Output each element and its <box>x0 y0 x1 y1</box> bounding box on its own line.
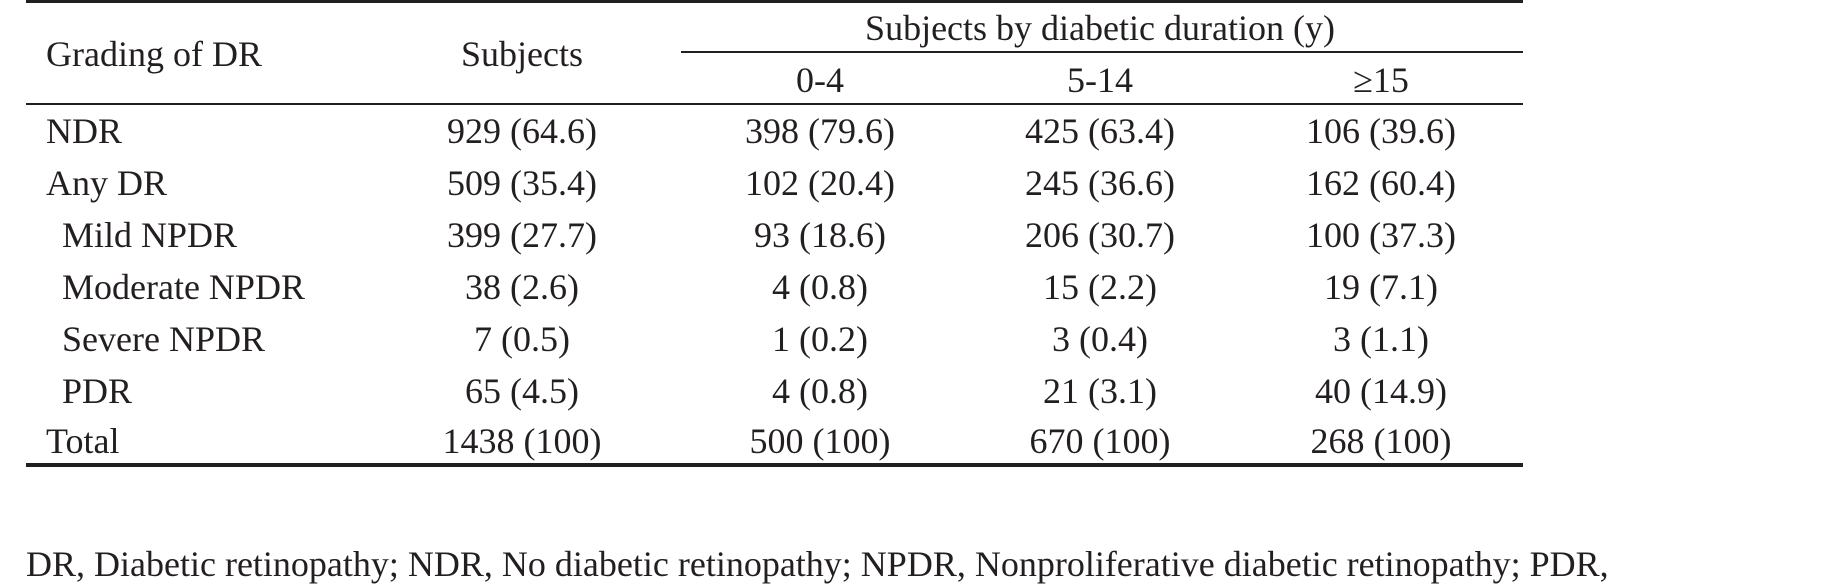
cell-duration-15-plus: 162 (60.4) <box>1306 163 1456 203</box>
row-label: Moderate NPDR <box>62 267 305 307</box>
table-footnote: DR, Diabetic retinopathy; NDR, No diabet… <box>26 544 1609 584</box>
cell-duration-15-plus: 268 (100) <box>1310 421 1452 461</box>
header-duration-5-14: 5-14 <box>1067 60 1133 100</box>
row-label: PDR <box>62 371 133 411</box>
cell-duration-5-14: 21 (3.1) <box>1043 371 1157 411</box>
cell-subjects: 1438 (100) <box>442 421 602 461</box>
cell-duration-15-plus: 3 (1.1) <box>1333 319 1429 359</box>
cell-duration-0-4: 1 (0.2) <box>772 319 868 359</box>
cell-duration-15-plus: 19 (7.1) <box>1324 267 1438 307</box>
cell-duration-0-4: 4 (0.8) <box>772 267 868 307</box>
table-top-rule <box>26 0 1523 3</box>
header-duration-group: Subjects by diabetic duration (y) <box>865 8 1335 48</box>
header-duration-15-plus: ≥15 <box>1353 60 1409 100</box>
row-label: Total <box>46 421 120 461</box>
cell-subjects: 929 (64.6) <box>447 111 597 151</box>
row-label: NDR <box>46 111 123 151</box>
header-bottom-rule <box>26 103 1523 105</box>
header-duration-0-4: 0-4 <box>796 60 844 100</box>
cell-duration-0-4: 4 (0.8) <box>772 371 868 411</box>
table-bottom-rule <box>26 463 1523 467</box>
header-subjects: Subjects <box>461 34 583 74</box>
cell-duration-5-14: 670 (100) <box>1029 421 1171 461</box>
cell-duration-5-14: 15 (2.2) <box>1043 267 1157 307</box>
header-grading-of-dr: Grading of DR <box>46 34 262 74</box>
cell-duration-15-plus: 40 (14.9) <box>1315 371 1447 411</box>
cell-duration-0-4: 102 (20.4) <box>745 163 895 203</box>
row-label: Any DR <box>46 163 168 203</box>
cell-subjects: 7 (0.5) <box>474 319 570 359</box>
cell-duration-0-4: 398 (79.6) <box>745 111 895 151</box>
duration-group-rule <box>681 51 1523 53</box>
cell-subjects: 65 (4.5) <box>465 371 579 411</box>
cell-duration-0-4: 500 (100) <box>749 421 891 461</box>
cell-duration-5-14: 425 (63.4) <box>1025 111 1175 151</box>
cell-duration-5-14: 3 (0.4) <box>1052 319 1148 359</box>
row-label: Mild NPDR <box>62 215 238 255</box>
cell-duration-15-plus: 100 (37.3) <box>1306 215 1456 255</box>
cell-duration-0-4: 93 (18.6) <box>754 215 886 255</box>
cell-duration-5-14: 206 (30.7) <box>1025 215 1175 255</box>
row-label: Severe NPDR <box>62 319 265 359</box>
cell-subjects: 399 (27.7) <box>447 215 597 255</box>
cell-duration-5-14: 245 (36.6) <box>1025 163 1175 203</box>
cell-subjects: 509 (35.4) <box>447 163 597 203</box>
cell-duration-15-plus: 106 (39.6) <box>1306 111 1456 151</box>
cell-subjects: 38 (2.6) <box>465 267 579 307</box>
